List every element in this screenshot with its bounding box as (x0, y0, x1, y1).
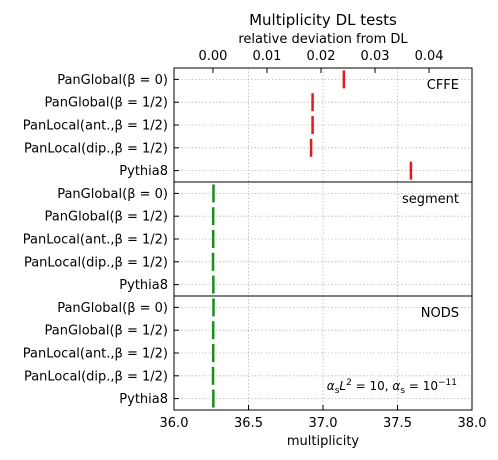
row-label: PanLocal(dip.,β = 1/2) (24, 255, 168, 270)
row-label: PanGlobal(β = 0) (57, 187, 168, 202)
top-tick-label: 0.00 (198, 49, 227, 64)
row-labels: CFFE PanGlobal(β = 0) PanGlobal(β = 1/2) Pa… (23, 73, 459, 407)
annotation: αsL2 = 10, αs = 10−11 (327, 378, 457, 396)
chart-title: Multiplicity DL tests (249, 11, 397, 29)
row-label: PanLocal(ant.,β = 1/2) (23, 119, 168, 134)
panel-label: NODS (421, 306, 459, 321)
row-label: PanGlobal(β = 0) (57, 73, 168, 88)
row-label: PanGlobal(β = 1/2) (45, 210, 168, 225)
bottom-axis-label: multiplicity (287, 434, 360, 449)
panel-label: CFFE (427, 78, 459, 93)
row-label: PanLocal(ant.,β = 1/2) (23, 233, 168, 248)
top-tick-label: 0.01 (252, 49, 281, 64)
row-label: PanLocal(ant.,β = 1/2) (23, 347, 168, 362)
top-tick-label: 0.02 (307, 49, 336, 64)
bottom-tick-label: 36.5 (234, 416, 263, 431)
row-label: PanGlobal(β = 0) (57, 301, 168, 316)
row-label: PanLocal(dip.,β = 1/2) (24, 141, 168, 156)
plot-frame (173, 67, 473, 411)
bottom-tick-label: 37.0 (309, 416, 338, 431)
row-label: Pythia8 (119, 164, 168, 179)
grid (174, 68, 472, 410)
row-label: PanGlobal(β = 1/2) (45, 96, 168, 111)
axis-ticks: 36.0 36.5 37.0 37.5 38.0 0.00 0.01 0.02 0.03 0.04 (160, 49, 487, 431)
data-marks (211, 70, 413, 408)
bottom-tick-label: 36.0 (160, 416, 189, 431)
top-tick-label: 0.04 (415, 49, 444, 64)
row-label: Pythia8 (119, 392, 168, 407)
bottom-tick-label: 38.0 (458, 416, 487, 431)
row-label: Pythia8 (119, 278, 168, 293)
top-axis-label: relative deviation from DL (238, 32, 408, 47)
row-label: PanGlobal(β = 1/2) (45, 324, 168, 339)
panel-label: segment (402, 192, 459, 207)
top-tick-label: 0.03 (361, 49, 390, 64)
row-label: PanLocal(dip.,β = 1/2) (24, 369, 168, 384)
bottom-tick-label: 37.5 (383, 416, 412, 431)
